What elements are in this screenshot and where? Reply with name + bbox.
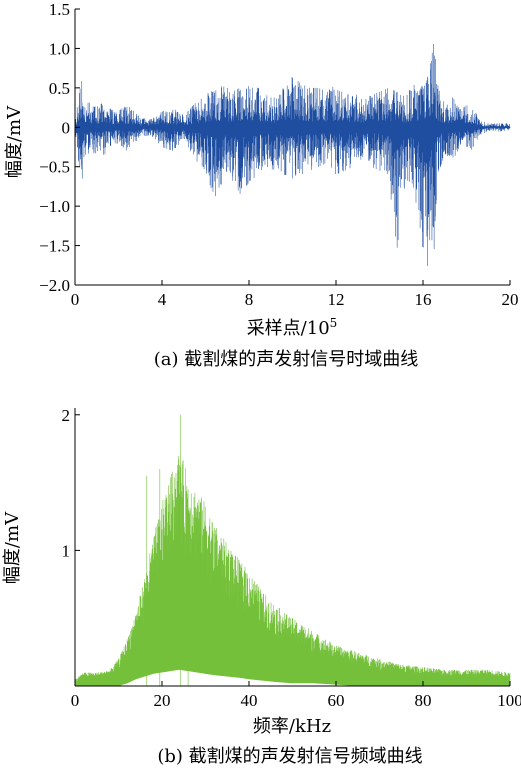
frequency-domain-ticks: 0 20 40 60 80 100 2 1 (62, 406, 521, 710)
time-domain-ticks: 0 4 8 12 16 20 1.5 1.0 0.5 0 −0.5 −1.0 −1.5 −2.0 (39, 0, 518, 309)
y-tick-label: −1.5 (39, 237, 70, 256)
y-tick-label: −0.5 (39, 158, 70, 177)
frequency-domain-ylabel: 幅度/mV (2, 511, 23, 584)
x-tick-label: 80 (415, 691, 432, 710)
x-tick-label: 16 (415, 290, 432, 309)
time-domain-xlabel-exponent: 5 (330, 316, 338, 330)
time-domain-signal (74, 44, 511, 267)
time-domain-ylabel: 幅度/mV (4, 105, 25, 178)
time-domain-xlabel: 采样点/105 (247, 316, 338, 339)
x-tick-label: 20 (154, 691, 171, 710)
x-tick-label: 0 (71, 691, 80, 710)
frequency-domain-caption: (b) 截割煤的声发射信号频域曲线 (157, 746, 422, 767)
y-tick-label: 1.5 (49, 0, 70, 19)
y-tick-label: 0 (62, 118, 71, 137)
x-tick-label: 0 (71, 290, 80, 309)
time-domain-panel: 0 4 8 12 16 20 1.5 1.0 0.5 0 −0.5 −1.0 −1.5 −2.0 幅度/m… (4, 0, 519, 370)
time-domain-xlabel-text: 采样点/10 (247, 318, 330, 339)
frequency-domain-spectrum (74, 414, 511, 686)
y-tick-label: −2.0 (39, 276, 70, 295)
x-tick-label: 12 (328, 290, 345, 309)
x-tick-label: 20 (502, 290, 519, 309)
y-tick-label: 2 (62, 406, 71, 425)
time-domain-waveform (74, 44, 511, 267)
x-tick-label: 40 (241, 691, 258, 710)
frequency-domain-axes (74, 408, 510, 687)
x-tick-label: 4 (158, 290, 167, 309)
y-tick-label: −1.0 (39, 197, 70, 216)
time-domain-caption: (a) 截割煤的声发射信号时域曲线 (154, 349, 419, 370)
x-tick-label: 100 (497, 691, 521, 710)
y-tick-label: 1.0 (49, 39, 70, 58)
y-tick-label: 0.5 (49, 79, 70, 98)
frequency-domain-xlabel: 频率/kHz (253, 716, 331, 737)
x-tick-label: 8 (245, 290, 254, 309)
frequency-domain-panel: 0 20 40 60 80 100 2 1 幅度/mV 频率/kHz (b) 截割煤的声发射信… (2, 406, 521, 767)
time-domain-axes (74, 9, 510, 286)
y-tick-label: 1 (62, 541, 71, 560)
x-tick-label: 60 (328, 691, 345, 710)
frequency-domain-spectrum-trace (74, 414, 511, 686)
